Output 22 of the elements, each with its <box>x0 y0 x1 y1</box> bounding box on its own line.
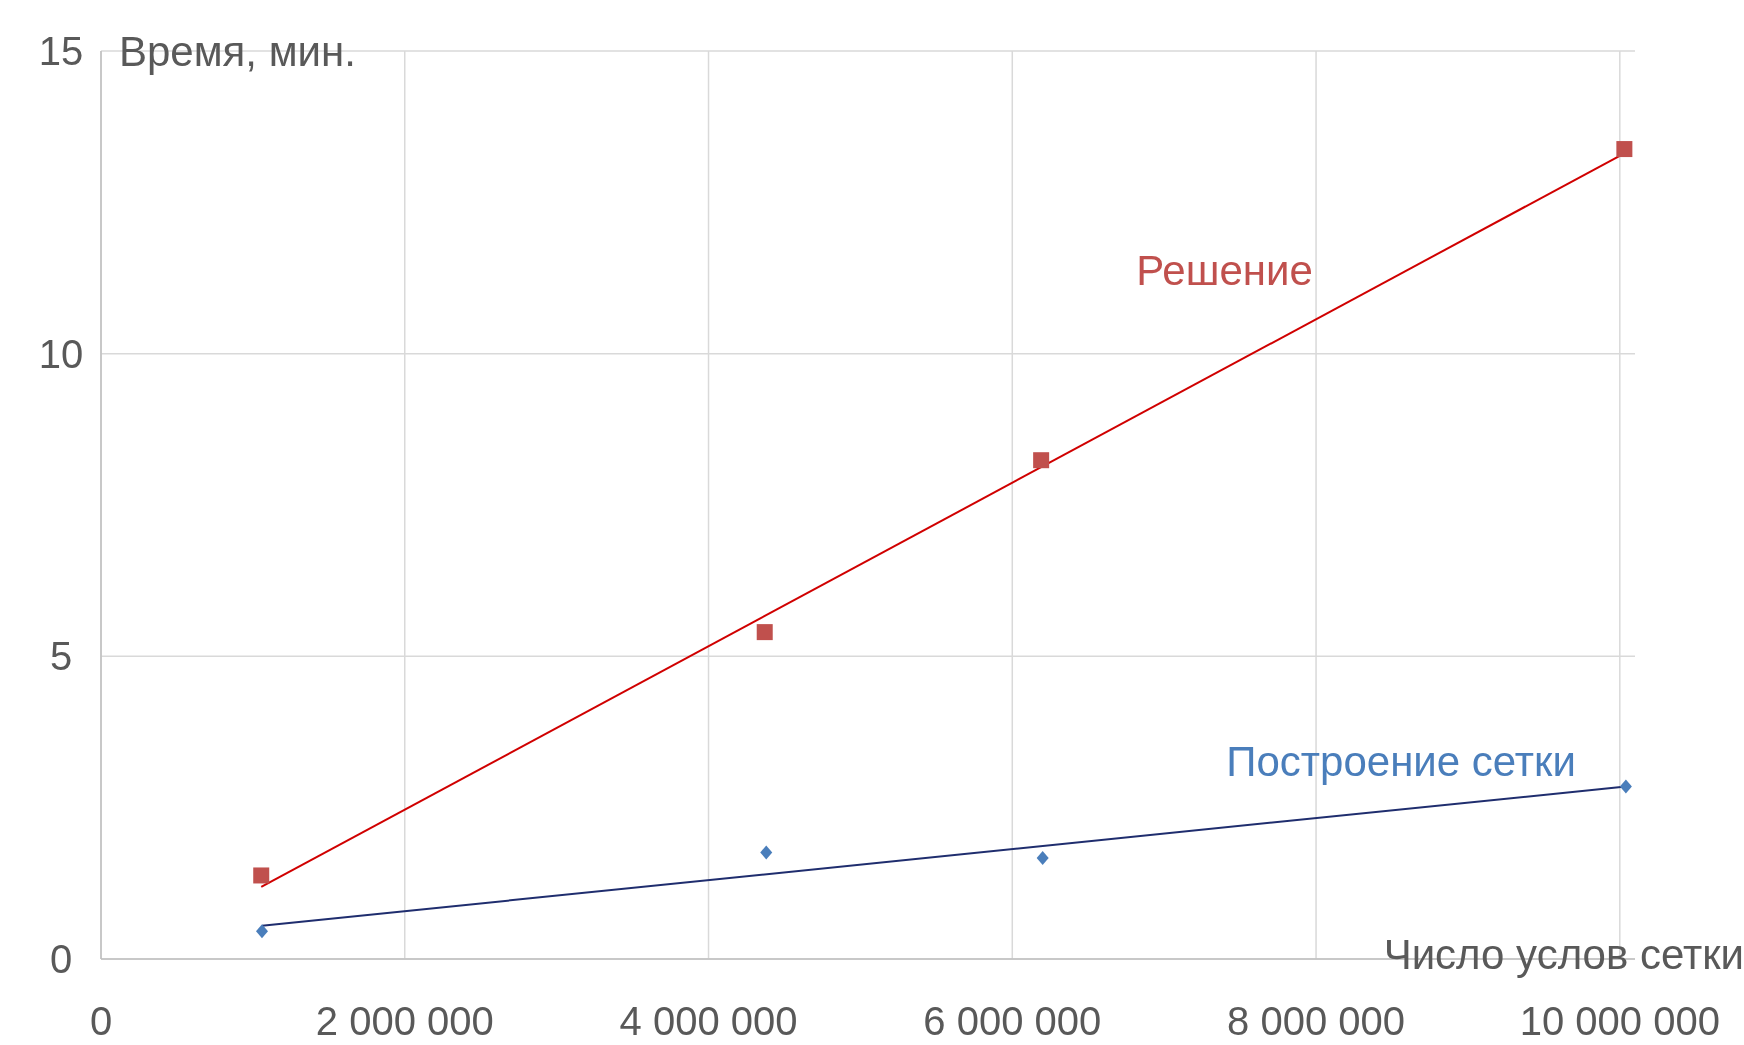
point <box>756 624 773 641</box>
point <box>253 867 270 884</box>
y-axis-title: Время, мин. <box>119 28 356 75</box>
x-tick-label: 6 000 000 <box>923 999 1102 1043</box>
point <box>1033 452 1050 469</box>
x-tick-label: 4 000 000 <box>619 999 798 1043</box>
point <box>760 845 773 860</box>
point <box>255 924 268 939</box>
y-tick-label: 5 <box>49 634 73 679</box>
y-tick-label: 10 <box>38 331 84 376</box>
series-label: Построение сетки <box>1226 738 1576 786</box>
x-axis-title: Число услов сетки <box>1383 931 1744 978</box>
x-tick-label: 8 000 000 <box>1227 999 1406 1043</box>
x-tick-label: 2 000 000 <box>315 999 494 1043</box>
y-tick-label: 15 <box>38 29 84 73</box>
text: Решение <box>1136 246 1313 294</box>
point <box>1036 850 1049 865</box>
y-tick-label: 0 <box>49 937 73 981</box>
x-tick-label: 0 <box>89 999 113 1043</box>
point <box>1619 779 1632 794</box>
point <box>1616 141 1633 158</box>
x-tick-label: 10 000 000 <box>1519 999 1720 1043</box>
